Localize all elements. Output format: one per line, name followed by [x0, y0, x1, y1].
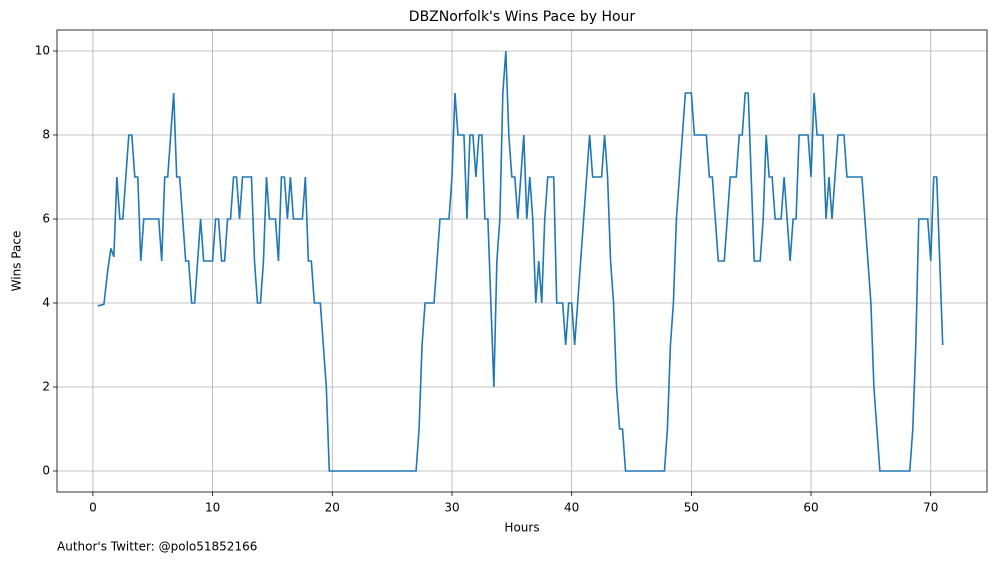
chart-title: DBZNorfolk's Wins Pace by Hour [409, 9, 636, 25]
x-axis-label: Hours [504, 521, 539, 535]
x-tick-label: 30 [444, 501, 459, 515]
x-tick-label: 20 [325, 501, 340, 515]
x-tick-label: 40 [564, 501, 579, 515]
y-tick-label: 6 [42, 212, 50, 226]
y-tick-label: 8 [42, 128, 50, 142]
x-tick-label: 50 [684, 501, 699, 515]
y-axis-label: Wins Pace [10, 231, 24, 292]
x-tick-label: 0 [89, 501, 97, 515]
y-tick-label: 10 [35, 44, 50, 58]
footnote: Author's Twitter: @polo51852166 [57, 540, 257, 554]
plot-frame [56, 29, 988, 493]
x-tick-label: 60 [803, 501, 818, 515]
y-tick-label: 2 [42, 380, 50, 394]
data-line [97, 50, 944, 472]
y-tick-label: 4 [42, 296, 50, 310]
x-tick-label: 10 [205, 501, 220, 515]
y-tick-label: 0 [42, 464, 50, 478]
x-tick-label: 70 [923, 501, 938, 515]
